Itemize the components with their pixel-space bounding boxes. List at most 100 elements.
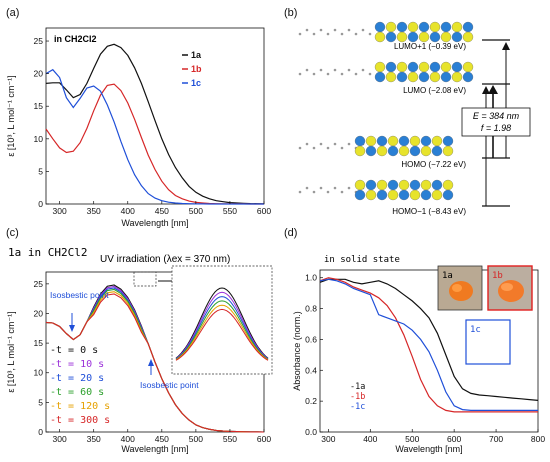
orbital-lobe <box>387 189 399 201</box>
atom <box>319 142 323 146</box>
panel-d-3-ytick-label: 0.2 <box>305 396 317 406</box>
orbital-lobe <box>462 61 474 73</box>
orbital-label-lumo: LUMO (−2.08 eV) <box>403 86 466 95</box>
panel-c-2-ytick-label: 5 <box>38 397 43 407</box>
panel-c-sample-label: 1a in CH2Cl2 <box>8 246 87 259</box>
atom <box>298 190 302 194</box>
panel-d-series-1c <box>319 278 538 411</box>
orbital-lobe <box>442 179 454 191</box>
zoom-inset-curve <box>175 291 269 359</box>
orbital-lobe <box>451 31 463 43</box>
zoom-inset-curve <box>175 296 269 360</box>
zoom-inset-curve <box>175 304 269 361</box>
panel-a-0-xtick-label: 600 <box>257 206 271 216</box>
panel-a-legend-label: 1b <box>191 64 202 74</box>
orbital-lobe <box>429 21 441 33</box>
atom <box>333 186 337 190</box>
panel-label-d: (d) <box>284 227 297 239</box>
panel-a-0-xtick-label: 450 <box>155 206 169 216</box>
panel-a-legend-label: 1a <box>191 50 202 60</box>
orbital-lobe <box>376 179 388 191</box>
panel-d-3-xtick-label: 300 <box>321 434 335 444</box>
panel-label-a: (a) <box>6 7 19 19</box>
orbital-lobe <box>420 189 432 201</box>
panel-d-3-ytick-label: 0.4 <box>305 365 317 375</box>
orbital-lobe <box>431 189 443 201</box>
orbital-lobe <box>462 71 474 83</box>
orbital-lobe <box>451 71 463 83</box>
orbital-lobe <box>365 189 377 201</box>
orbital-lobe <box>440 61 452 73</box>
orbital-lobe <box>429 61 441 73</box>
atom <box>298 72 302 76</box>
photo-1c: 1c <box>465 319 511 365</box>
panel-c-2-xtick-label: 300 <box>53 434 67 444</box>
photo-label-1b: 1b <box>492 271 503 281</box>
panel-label-b: (b) <box>284 7 297 19</box>
atom <box>340 72 344 76</box>
panel-c-2-ytick-label: 15 <box>34 338 44 348</box>
orbital-lobe <box>398 145 410 157</box>
photo-label-1a: 1a <box>442 271 453 281</box>
orbital-lobe <box>374 71 386 83</box>
sample-powder-1a <box>449 281 473 301</box>
orbital-lobe <box>354 179 366 191</box>
atom <box>340 190 344 194</box>
orbital-lobe <box>420 135 432 147</box>
photo-1b: 1b <box>487 265 533 311</box>
atom <box>347 68 351 72</box>
panel-a-0-xtick-label: 550 <box>223 206 237 216</box>
orbital-label-homo1: HOMO−1 (−8.43 eV) <box>392 207 466 216</box>
orbital-lobe <box>385 31 397 43</box>
orbital-lobe <box>442 189 454 201</box>
zoom-region <box>133 271 157 287</box>
panel-d-3-xtick-label: 800 <box>531 434 545 444</box>
panel-c-title: UV irradiation (λex = 370 nm) <box>100 254 230 265</box>
orbital-lobe <box>420 179 432 191</box>
atom <box>361 68 365 72</box>
panel-c-2-ytick-label: 25 <box>34 279 44 289</box>
panel-a-frame <box>45 27 265 205</box>
panel-a-0-ytick-label: 0 <box>38 199 43 209</box>
atom <box>347 142 351 146</box>
isosbestic-arrowhead-2 <box>148 359 154 366</box>
panel-d-3-ytick-label: 0.8 <box>305 304 317 314</box>
orbital-lobe <box>431 145 443 157</box>
panel-a-legend-label: 1c <box>191 78 201 88</box>
isosbestic-label-1: Isosbestic point <box>50 290 109 300</box>
atom <box>305 186 309 190</box>
orbital-lobe <box>420 145 432 157</box>
atom <box>319 28 323 32</box>
panel-a-xlabel: Wavelength [nm] <box>121 218 188 228</box>
atom <box>340 32 344 36</box>
panel-d-legend-label: -1b <box>350 392 365 402</box>
orbital-lobe <box>409 135 421 147</box>
orbital-lobe <box>385 61 397 73</box>
orbital-lobe <box>407 71 419 83</box>
orbital-lobe <box>376 135 388 147</box>
panel-d-3-xtick-label: 600 <box>447 434 461 444</box>
atom <box>354 72 358 76</box>
atom <box>298 146 302 150</box>
panel-a-0-xtick-label: 300 <box>53 206 67 216</box>
panel-a-0-xtick-label: 350 <box>87 206 101 216</box>
orbital-lobe <box>365 179 377 191</box>
panel-c-legend-label: -t = 120 s <box>50 401 110 412</box>
atom <box>347 186 351 190</box>
atom <box>368 32 372 36</box>
arrow-head-2 <box>488 85 498 94</box>
panel-c-2-ytick-label: 0 <box>38 427 43 437</box>
orbital-lobe <box>387 179 399 191</box>
panel-c-xlabel: Wavelength [nm] <box>121 444 188 454</box>
panel-c-2-ytick-label: 10 <box>34 368 44 378</box>
panel-c-legend-label: -t = 20 s <box>50 373 104 384</box>
orbital-lobe <box>374 31 386 43</box>
sample-powder-1b <box>498 280 524 302</box>
atom <box>333 142 337 146</box>
orbital-lobe <box>407 61 419 73</box>
isosbestic-arrowhead-1 <box>69 325 75 332</box>
orbital-lobe <box>409 179 421 191</box>
orbital-lobe <box>387 145 399 157</box>
isosbestic-label-2: Isosbestic point <box>140 380 199 390</box>
orbital-lobe <box>418 21 430 33</box>
